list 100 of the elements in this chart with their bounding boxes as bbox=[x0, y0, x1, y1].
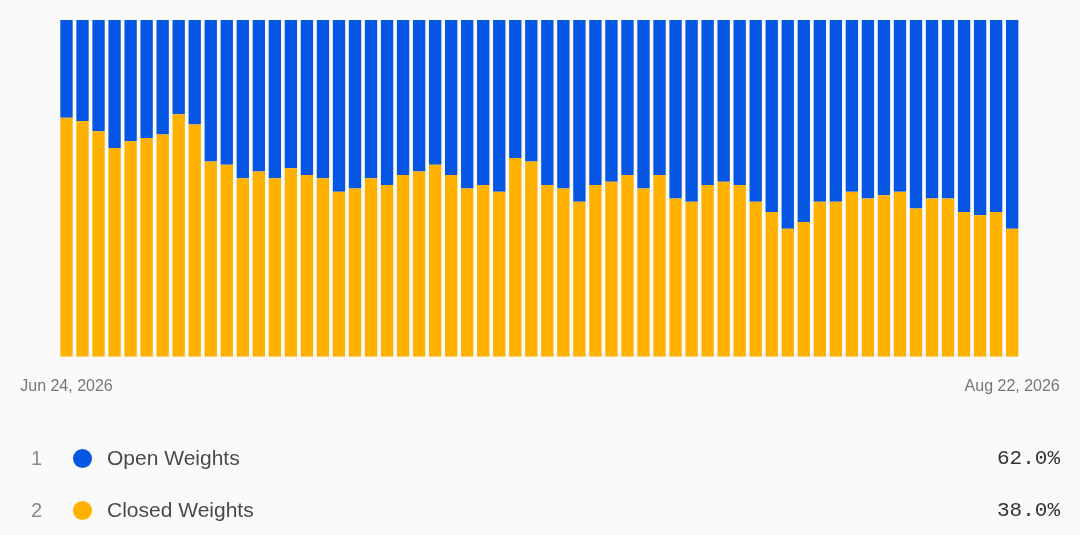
bar bbox=[60, 117, 73, 357]
bar bbox=[797, 20, 810, 223]
bar bbox=[348, 188, 362, 357]
text: 62.0% bbox=[996, 446, 1060, 470]
bar bbox=[525, 20, 538, 162]
bar bbox=[877, 195, 891, 357]
bar bbox=[557, 20, 570, 189]
bar bbox=[124, 141, 137, 357]
bar bbox=[461, 20, 474, 189]
bar bbox=[140, 20, 153, 138]
bar bbox=[589, 20, 602, 186]
bar bbox=[925, 198, 939, 357]
bar bbox=[525, 161, 538, 357]
bar bbox=[156, 20, 169, 135]
bar bbox=[765, 211, 778, 357]
bar bbox=[733, 185, 746, 357]
bar bbox=[845, 191, 859, 357]
bar bbox=[509, 20, 522, 159]
bar bbox=[781, 228, 794, 357]
bar bbox=[493, 191, 506, 357]
bar bbox=[172, 20, 185, 115]
bar bbox=[941, 198, 955, 357]
bar bbox=[909, 208, 923, 357]
bar bbox=[108, 147, 121, 357]
bar bbox=[829, 201, 843, 357]
bar bbox=[909, 20, 923, 209]
bar bbox=[284, 168, 298, 357]
bar bbox=[861, 20, 875, 199]
bar bbox=[701, 20, 714, 186]
x-tick-label: Aug 22, 2026 bbox=[964, 376, 1060, 394]
bar bbox=[268, 178, 282, 357]
bar bbox=[461, 188, 474, 357]
bar bbox=[445, 20, 458, 175]
bar bbox=[140, 137, 153, 357]
bar bbox=[509, 158, 522, 357]
x-tick-label: Jun 24, 2026 bbox=[20, 376, 113, 394]
bar bbox=[765, 20, 778, 212]
bar bbox=[717, 20, 730, 182]
bar bbox=[284, 20, 298, 169]
bar bbox=[941, 20, 955, 199]
bar bbox=[380, 185, 394, 357]
bar bbox=[749, 201, 762, 357]
bar bbox=[637, 20, 650, 189]
bar bbox=[621, 20, 634, 175]
bar bbox=[685, 201, 698, 357]
bar bbox=[989, 211, 1003, 357]
bar bbox=[236, 20, 249, 179]
bar bbox=[653, 20, 666, 175]
bar bbox=[428, 20, 442, 165]
bar bbox=[845, 20, 859, 192]
bar bbox=[92, 131, 105, 357]
bar bbox=[92, 20, 105, 132]
bar bbox=[829, 20, 843, 202]
bar bbox=[669, 198, 682, 357]
legend-label: Closed Weights bbox=[107, 498, 255, 522]
bar bbox=[1005, 20, 1019, 229]
bar bbox=[653, 174, 666, 357]
bar bbox=[573, 20, 586, 202]
bar bbox=[252, 171, 266, 357]
bar bbox=[332, 20, 346, 192]
bar bbox=[573, 201, 586, 357]
bar bbox=[621, 174, 634, 357]
bar bbox=[316, 178, 330, 357]
bar bbox=[364, 178, 378, 357]
bar bbox=[396, 20, 410, 175]
bar bbox=[557, 188, 570, 357]
bar bbox=[813, 201, 826, 357]
legend-label: Open Weights bbox=[107, 446, 241, 470]
bar bbox=[236, 178, 249, 357]
bar bbox=[300, 174, 314, 357]
bar bbox=[380, 20, 394, 186]
bar bbox=[156, 134, 169, 357]
text: 38.0% bbox=[996, 498, 1060, 522]
bar bbox=[220, 20, 233, 165]
bar bbox=[268, 20, 282, 179]
bar bbox=[252, 20, 266, 172]
bar bbox=[364, 20, 378, 179]
bar bbox=[124, 20, 137, 142]
bar bbox=[925, 20, 939, 199]
bar bbox=[396, 174, 410, 357]
bar bbox=[669, 20, 682, 199]
bar bbox=[76, 121, 89, 357]
bar bbox=[797, 222, 810, 357]
bar bbox=[717, 181, 730, 357]
bar bbox=[749, 20, 762, 202]
bar bbox=[973, 20, 987, 216]
bar bbox=[188, 20, 201, 125]
bar bbox=[220, 164, 233, 357]
bar bbox=[445, 174, 458, 357]
bar bbox=[332, 191, 346, 357]
bar bbox=[477, 20, 490, 186]
bar bbox=[637, 188, 650, 357]
bar bbox=[412, 20, 426, 172]
bar bbox=[813, 20, 826, 202]
bar bbox=[60, 20, 73, 118]
bar bbox=[701, 185, 714, 357]
bar bbox=[973, 215, 987, 357]
bar bbox=[989, 20, 1003, 212]
bar bbox=[541, 20, 554, 186]
bar bbox=[877, 20, 891, 196]
